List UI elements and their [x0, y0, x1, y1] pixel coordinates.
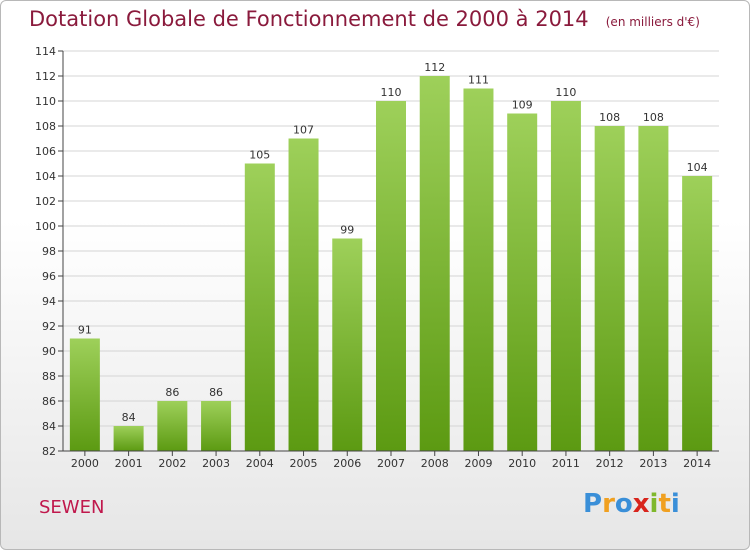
bar [201, 401, 232, 451]
y-tick-label: 86 [42, 395, 56, 408]
bar [507, 113, 538, 451]
bar [594, 126, 625, 451]
data-labels: 91 84 86 86 105 107 99 110 112 111 109 110 108 108 104 [78, 61, 708, 424]
logo-letter: i [670, 489, 680, 519]
bar [332, 238, 363, 451]
bar [157, 401, 188, 451]
y-tick-label: 114 [35, 45, 56, 58]
y-tick-label: 98 [42, 245, 56, 258]
bar [376, 101, 406, 451]
y-tick-label: 106 [35, 145, 56, 158]
bar [682, 176, 713, 451]
x-tick-label: 2014 [683, 457, 711, 470]
x-axis: 2000 2001 2002 2003 2004 2005 2006 2007 2008 2009… [63, 450, 719, 470]
data-label: 84 [122, 411, 136, 424]
x-tick-label: 2001 [115, 457, 143, 470]
commune-name: SEWEN [39, 497, 105, 518]
bars [69, 76, 713, 451]
x-tick-label: 2007 [377, 457, 405, 470]
data-label: 110 [555, 86, 576, 99]
bar [419, 76, 450, 451]
data-label: 99 [340, 224, 354, 237]
y-axis: 82 84 86 88 90 92 94 96 98 100 102 104 106 108 110 112 1… [35, 45, 64, 458]
proxiti-logo[interactable]: Proxiti [583, 489, 680, 519]
x-tick-label: 2005 [290, 457, 318, 470]
bar [69, 338, 100, 451]
logo-letter: t [658, 489, 671, 519]
y-tick-label: 92 [42, 320, 56, 333]
data-label: 112 [424, 61, 445, 74]
x-tick-label: 2013 [639, 457, 667, 470]
logo-letter: r [602, 489, 615, 519]
y-tick-label: 82 [42, 445, 56, 458]
x-tick-label: 2002 [158, 457, 186, 470]
y-tick-label: 96 [42, 270, 56, 283]
y-tick-label: 112 [35, 70, 56, 83]
x-tick-label: 2010 [508, 457, 536, 470]
logo-letter: x [632, 489, 650, 519]
bar [288, 138, 319, 451]
logo-letter: P [583, 489, 603, 519]
y-tick-label: 110 [35, 95, 56, 108]
bar [638, 126, 669, 451]
data-label: 109 [512, 99, 533, 112]
bar [463, 88, 494, 451]
x-tick-label: 2011 [552, 457, 580, 470]
data-label: 86 [165, 386, 179, 399]
data-label: 86 [209, 386, 223, 399]
x-tick-label: 2009 [464, 457, 492, 470]
bar [550, 101, 581, 451]
title-row: Dotation Globale de Fonctionnement de 20… [29, 7, 700, 31]
data-label: 105 [249, 149, 270, 162]
y-tick-label: 104 [35, 170, 56, 183]
logo-letter: o [614, 489, 633, 519]
bar [244, 163, 275, 451]
y-tick-label: 108 [35, 120, 56, 133]
y-tick-label: 102 [35, 195, 56, 208]
data-label: 111 [468, 74, 489, 87]
logo-letter: i [649, 489, 659, 519]
x-tick-label: 2012 [596, 457, 624, 470]
unit-label: (en milliers d'€) [605, 15, 700, 29]
x-tick-label: 2000 [71, 457, 99, 470]
x-tick-label: 2006 [333, 457, 361, 470]
chart-title: Dotation Globale de Fonctionnement de 20… [29, 7, 589, 31]
y-tick-label: 100 [35, 220, 56, 233]
x-tick-label: 2003 [202, 457, 230, 470]
bar [113, 426, 144, 451]
y-tick-label: 84 [42, 420, 56, 433]
data-label: 108 [643, 111, 664, 124]
y-tick-label: 94 [42, 295, 56, 308]
data-label: 108 [599, 111, 620, 124]
y-tick-label: 88 [42, 370, 56, 383]
data-label: 104 [687, 161, 708, 174]
x-tick-label: 2004 [246, 457, 274, 470]
y-tick-label: 90 [42, 345, 56, 358]
data-label: 107 [293, 124, 314, 137]
x-tick-label: 2008 [421, 457, 449, 470]
data-label: 91 [78, 324, 92, 337]
data-label: 110 [381, 86, 402, 99]
